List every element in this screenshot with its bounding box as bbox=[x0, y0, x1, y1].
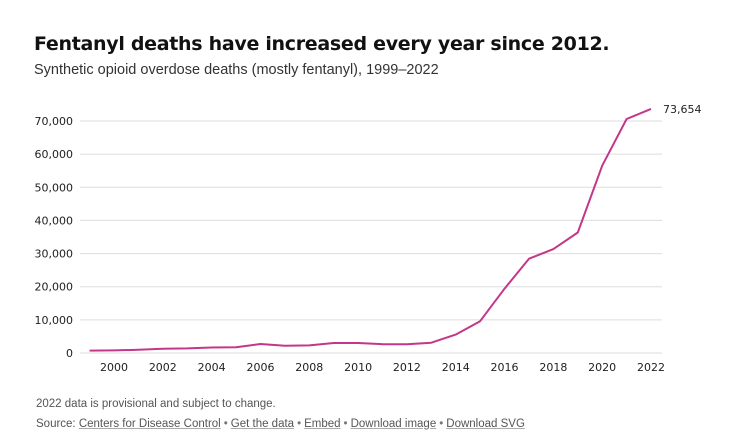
x-tick-label: 2008 bbox=[295, 361, 323, 374]
y-axis: 0 10,000 20,000 30,000 40,000 50,000 60,000 70,… bbox=[35, 115, 74, 360]
x-tick-label: 2020 bbox=[588, 361, 616, 374]
y-tick-label: 60,000 bbox=[35, 148, 74, 161]
x-tick-label: 2022 bbox=[637, 361, 665, 374]
grid-layer bbox=[80, 120, 662, 354]
download-svg-link[interactable]: Download SVG bbox=[446, 418, 525, 430]
y-tick-label: 0 bbox=[66, 347, 73, 360]
x-tick-label: 2014 bbox=[442, 361, 470, 374]
get-data-link[interactable]: Get the data bbox=[230, 418, 295, 430]
source-link-cdc[interactable]: Centers for Disease Control bbox=[78, 418, 221, 430]
footnote: 2022 data is provisional and subject to … bbox=[36, 398, 276, 410]
y-tick-label: 50,000 bbox=[35, 181, 74, 194]
separator: • bbox=[223, 418, 228, 430]
separator: • bbox=[343, 418, 348, 430]
x-tick-label: 2010 bbox=[344, 361, 372, 374]
x-tick-label: 2018 bbox=[539, 361, 567, 374]
end-value-label: 73,654 bbox=[663, 103, 702, 116]
separator: • bbox=[439, 418, 444, 430]
y-tick-label: 70,000 bbox=[35, 115, 74, 128]
y-tick-label: 40,000 bbox=[35, 214, 74, 227]
download-image-link[interactable]: Download image bbox=[350, 418, 437, 430]
series-line bbox=[89, 107, 652, 352]
x-axis: 2000 2002 2004 2006 2008 2010 2012 2014 2016 2018… bbox=[100, 361, 665, 374]
y-tick-label: 30,000 bbox=[35, 248, 74, 261]
x-tick-label: 2012 bbox=[393, 361, 421, 374]
y-tick-label: 20,000 bbox=[35, 281, 74, 294]
chart-subtitle: Synthetic opioid overdose deaths (mostly… bbox=[34, 62, 439, 78]
series-layer bbox=[89, 107, 652, 352]
chart-title: Fentanyl deaths have increased every yea… bbox=[34, 33, 610, 55]
x-tick-label: 2004 bbox=[198, 361, 226, 374]
separator: • bbox=[297, 418, 302, 430]
x-tick-label: 2002 bbox=[149, 361, 177, 374]
x-tick-label: 2016 bbox=[491, 361, 519, 374]
y-tick-label: 10,000 bbox=[35, 314, 74, 327]
source-prefix: Source: bbox=[36, 418, 79, 430]
x-tick-label: 2006 bbox=[246, 361, 274, 374]
source-line: Source: Centers for Disease Control • Get … bbox=[36, 418, 525, 430]
x-tick-label: 2000 bbox=[100, 361, 128, 374]
embed-link[interactable]: Embed bbox=[304, 418, 341, 430]
